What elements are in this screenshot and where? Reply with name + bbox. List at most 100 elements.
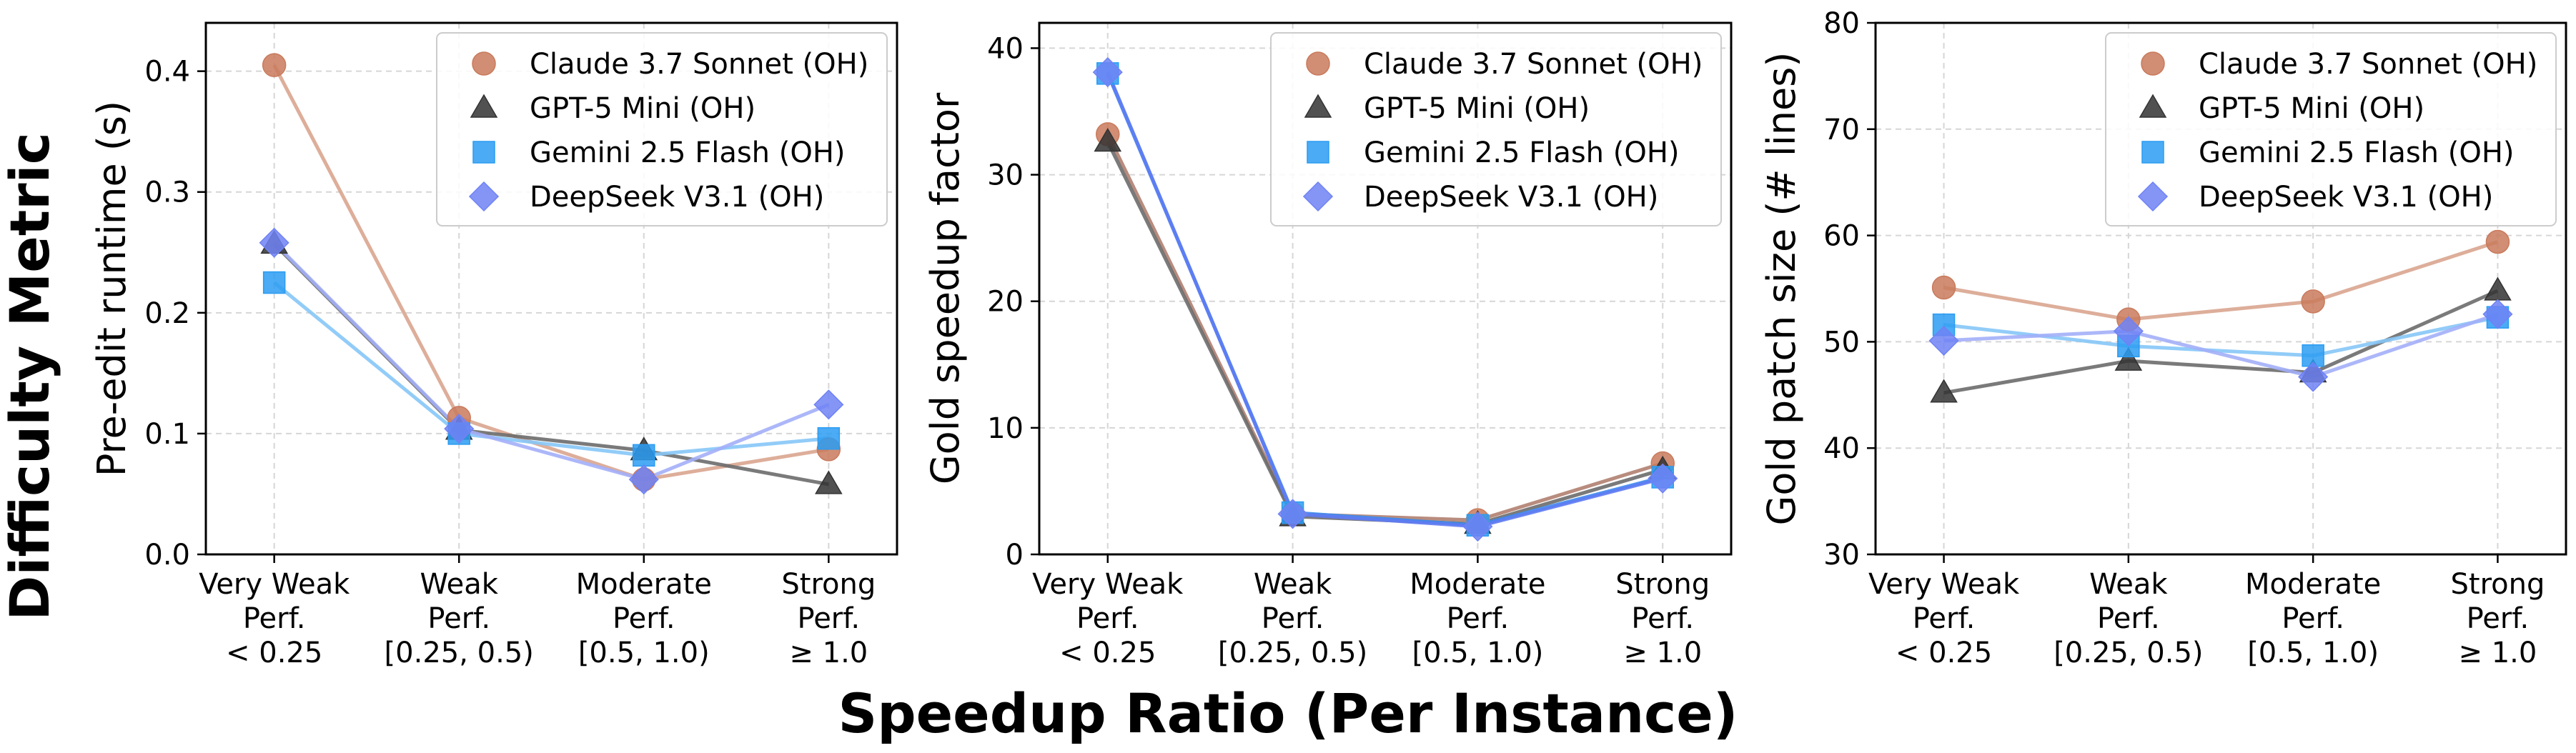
data-point-gpt	[2114, 346, 2143, 371]
y-tick-label: 70	[1823, 114, 1860, 146]
data-point-deepseek	[2298, 361, 2329, 392]
legend: Claude 3.7 Sonnet (OH) GPT-5 Mini (OH) Gem…	[436, 32, 888, 226]
y-axis-label: Gold speedup factor	[923, 92, 968, 484]
data-point-gpt	[1930, 379, 1958, 403]
legend-label-deepseek: DeepSeek V3.1 (OH)	[530, 181, 824, 214]
x-tick-label: Moderate Perf. [0.5, 1.0)	[576, 568, 712, 669]
series-line-deepseek	[272, 241, 830, 482]
y-tick-label: 0.4	[144, 56, 190, 89]
series-line-deepseek	[1106, 71, 1663, 529]
plot-area-frame	[1874, 21, 2567, 556]
legend-marker-deepseek	[468, 181, 500, 212]
data-point-deepseek	[813, 389, 844, 420]
data-point-claude	[262, 53, 287, 77]
y-tick-label: 10	[987, 412, 1024, 445]
figure-xlabel: Speedup Ratio (Per Instance)	[838, 682, 1738, 745]
y-tick-label: 0	[1006, 539, 1024, 572]
data-point-claude	[2301, 289, 2325, 314]
x-tick-label: Strong Perf. ≥ 1.0	[781, 568, 876, 669]
legend-label-claude: Claude 3.7 Sonnet (OH)	[2199, 48, 2537, 81]
series-line-claude	[272, 64, 829, 482]
y-tick-label: 30	[987, 159, 1024, 192]
series-line-claude	[1943, 240, 2499, 321]
y-axis-label: Gold patch size (# lines)	[1759, 52, 1804, 526]
data-point-deepseek	[2113, 316, 2144, 346]
data-point-deepseek	[1092, 57, 1123, 88]
legend-marker-gpt	[470, 94, 498, 118]
x-tick-label: Moderate Perf. [0.5, 1.0)	[1410, 568, 1545, 669]
y-axis-label: Pre-edit runtime (s)	[89, 101, 134, 477]
data-point-gemini	[817, 427, 841, 450]
data-point-deepseek	[1277, 499, 1308, 529]
legend-marker-deepseek	[2137, 181, 2169, 212]
legend-box	[2105, 32, 2557, 226]
data-point-gpt	[1094, 128, 1122, 152]
y-tick-label: 20	[987, 286, 1024, 319]
y-tick-label: 80	[1823, 7, 1860, 40]
legend-marker-claude	[472, 51, 496, 76]
chart-panel-speedup: 0 10 20 30 40 Very Weak Perf. < 0.25 Weak Perf. [0…	[923, 21, 1733, 669]
data-point-deepseek	[1462, 511, 1493, 542]
legend-label-deepseek: DeepSeek V3.1 (OH)	[1364, 181, 1658, 214]
x-tick-label: Weak Perf. [0.25, 0.5)	[1218, 568, 1367, 669]
y-tick-label: 0.0	[144, 539, 190, 572]
legend-marker-gemini	[1307, 141, 1329, 164]
data-point-deepseek	[2482, 299, 2513, 329]
data-point-deepseek	[628, 464, 659, 495]
legend: Claude 3.7 Sonnet (OH) GPT-5 Mini (OH) Gem…	[1270, 32, 1722, 226]
x-tick-label: Very Weak Perf. < 0.25	[1032, 568, 1184, 669]
x-tick-label: Strong Perf. ≥ 1.0	[1615, 568, 1710, 669]
x-tick-label: Moderate Perf. [0.5, 1.0)	[2245, 568, 2381, 669]
y-tick-label: 40	[1823, 432, 1860, 465]
legend-marker-claude	[1306, 51, 1330, 76]
plot-area-frame	[204, 21, 898, 556]
data-point-deepseek	[1648, 463, 1678, 494]
legend: Claude 3.7 Sonnet (OH) GPT-5 Mini (OH) Gem…	[2105, 32, 2557, 226]
y-tick-label: 0.2	[144, 297, 190, 330]
legend-label-gemini: Gemini 2.5 Flash (OH)	[2199, 136, 2515, 169]
legend-label-gemini: Gemini 2.5 Flash (OH)	[530, 136, 846, 169]
legend-label-claude: Claude 3.7 Sonnet (OH)	[1364, 48, 1703, 81]
x-tick-label: Weak Perf. [0.25, 0.5)	[2054, 568, 2203, 669]
legend-label-gpt: GPT-5 Mini (OH)	[1364, 92, 1590, 125]
y-tick-label: 50	[1823, 326, 1860, 359]
series-line-gemini	[273, 281, 829, 457]
data-point-gpt	[815, 470, 843, 494]
legend-label-deepseek: DeepSeek V3.1 (OH)	[2199, 181, 2493, 214]
legend-marker-gpt	[1304, 94, 1332, 118]
data-point-gemini	[633, 444, 655, 467]
legend-marker-gemini	[2141, 141, 2164, 164]
series-line-deepseek	[1943, 312, 2499, 379]
figure-ylabel: Difficulty Metric	[0, 132, 61, 621]
legend-label-claude: Claude 3.7 Sonnet (OH)	[530, 48, 868, 81]
data-point-deepseek	[259, 227, 289, 258]
x-tick-label: Very Weak Perf. < 0.25	[199, 568, 350, 669]
plot-area-frame	[1038, 21, 1733, 556]
series-line-gpt	[1943, 289, 2499, 395]
x-tick-label: Very Weak Perf. < 0.25	[1868, 568, 2020, 669]
chart-panel-runtime: 0.0 0.1 0.2 0.3 0.4 Very Weak Perf. < 0.25 Weak P…	[89, 21, 898, 669]
series-line-claude	[1106, 133, 1663, 522]
legend-label-gemini: Gemini 2.5 Flash (OH)	[1364, 136, 1680, 169]
x-tick-label: Weak Perf. [0.25, 0.5)	[385, 568, 534, 669]
data-point-claude	[2485, 229, 2510, 254]
legend-marker-deepseek	[1302, 181, 1334, 212]
legend-marker-gpt	[2139, 94, 2167, 118]
y-tick-label: 40	[987, 32, 1024, 65]
data-point-deepseek	[444, 414, 475, 444]
legend-marker-claude	[2141, 51, 2165, 76]
legend-marker-gemini	[472, 141, 495, 164]
legend-box	[436, 32, 888, 226]
y-tick-label: 0.1	[144, 418, 190, 451]
data-point-deepseek	[1928, 325, 1959, 356]
data-point-claude	[1931, 275, 1956, 300]
y-tick-label: 60	[1823, 220, 1860, 253]
legend-label-gpt: GPT-5 Mini (OH)	[2199, 92, 2424, 125]
data-point-gemini	[262, 271, 286, 294]
data-point-gpt	[2484, 276, 2512, 301]
y-tick-label: 30	[1823, 539, 1860, 572]
legend-label-gpt: GPT-5 Mini (OH)	[530, 92, 756, 125]
legend-box	[1270, 32, 1722, 226]
y-tick-label: 0.3	[144, 176, 190, 209]
